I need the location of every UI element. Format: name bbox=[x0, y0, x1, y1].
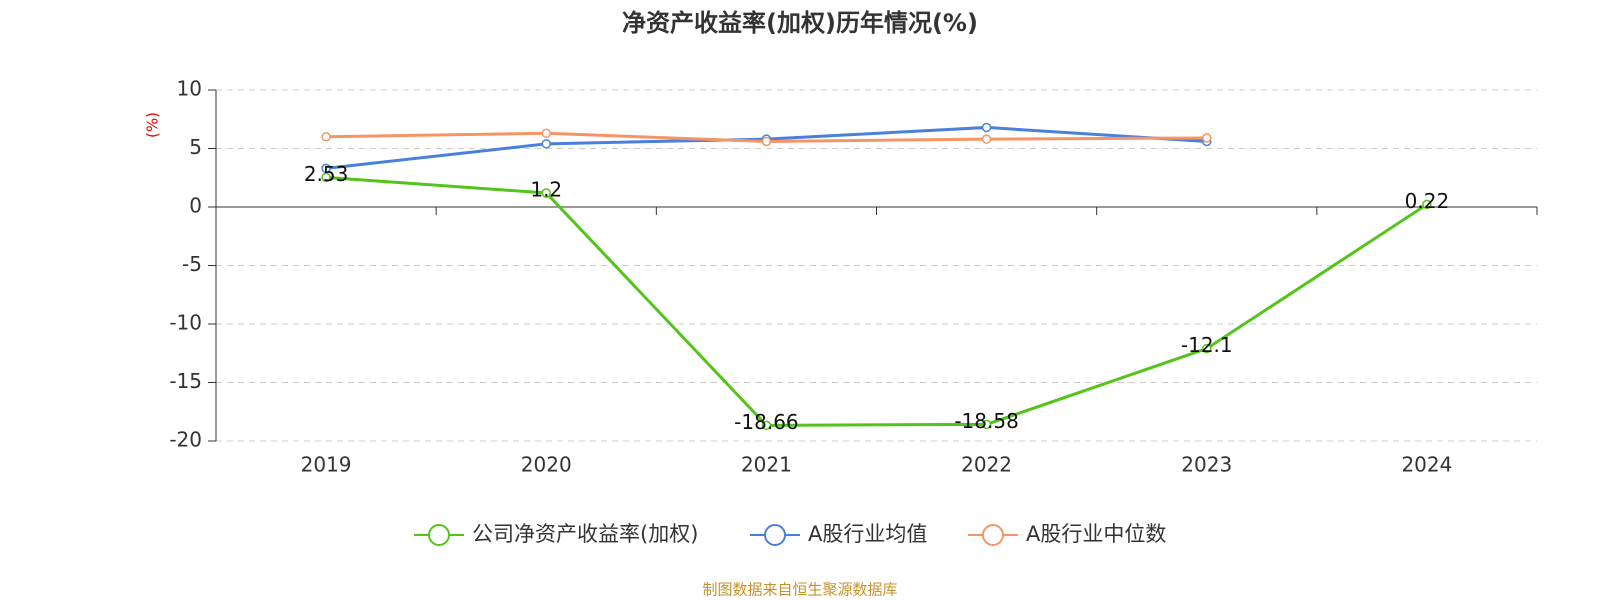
y-tick-label: -15 bbox=[169, 369, 202, 393]
x-tick-label: 2024 bbox=[1401, 453, 1452, 477]
legend-label: A股行业均值 bbox=[808, 522, 927, 546]
x-tick-label: 2019 bbox=[301, 453, 352, 477]
x-tick-label: 2023 bbox=[1181, 453, 1232, 477]
data-point bbox=[981, 134, 992, 144]
data-label: -12.1 bbox=[1181, 333, 1233, 357]
legend-label: A股行业中位数 bbox=[1026, 522, 1166, 546]
x-tick-label: 2021 bbox=[741, 453, 792, 477]
data-point bbox=[981, 122, 992, 133]
data-point bbox=[1422, 199, 1432, 210]
data-point bbox=[1202, 343, 1212, 354]
data-point bbox=[321, 172, 331, 183]
data-point bbox=[761, 136, 772, 147]
y-tick-label: 5 bbox=[189, 135, 202, 159]
data-label: -18.66 bbox=[734, 410, 798, 434]
data-point bbox=[541, 188, 551, 198]
data-point bbox=[981, 419, 992, 430]
legend-label: 公司净资产收益率(加权) bbox=[472, 522, 698, 546]
data-label: 0.22 bbox=[1405, 189, 1450, 213]
data-label: 2.53 bbox=[304, 162, 349, 186]
data-point bbox=[1202, 133, 1212, 143]
y-tick-label: -20 bbox=[169, 428, 202, 452]
data-label: -18.58 bbox=[954, 409, 1018, 433]
source-note: 制图数据来自恒生聚源数据库 bbox=[702, 581, 897, 599]
chart-title: 净资产收益率(加权)历年情况(%) bbox=[622, 9, 978, 37]
x-tick-label: 2022 bbox=[961, 453, 1012, 477]
data-point bbox=[761, 420, 772, 431]
y-axis-label: (%) bbox=[144, 112, 162, 138]
y-tick-label: -5 bbox=[182, 252, 202, 276]
data-label: 1.2 bbox=[530, 177, 562, 201]
y-tick-label: -10 bbox=[169, 311, 202, 335]
series-line bbox=[325, 175, 1428, 427]
legend-swatch-marker bbox=[428, 524, 450, 546]
y-tick-label: 0 bbox=[189, 194, 202, 218]
data-point bbox=[321, 163, 331, 174]
legend-swatch-marker bbox=[982, 524, 1004, 546]
legend-swatch-marker bbox=[764, 524, 786, 546]
data-point bbox=[541, 128, 551, 139]
data-point bbox=[541, 139, 551, 149]
data-point bbox=[321, 132, 331, 142]
y-tick-label: 10 bbox=[177, 77, 202, 101]
x-tick-label: 2020 bbox=[521, 453, 572, 477]
